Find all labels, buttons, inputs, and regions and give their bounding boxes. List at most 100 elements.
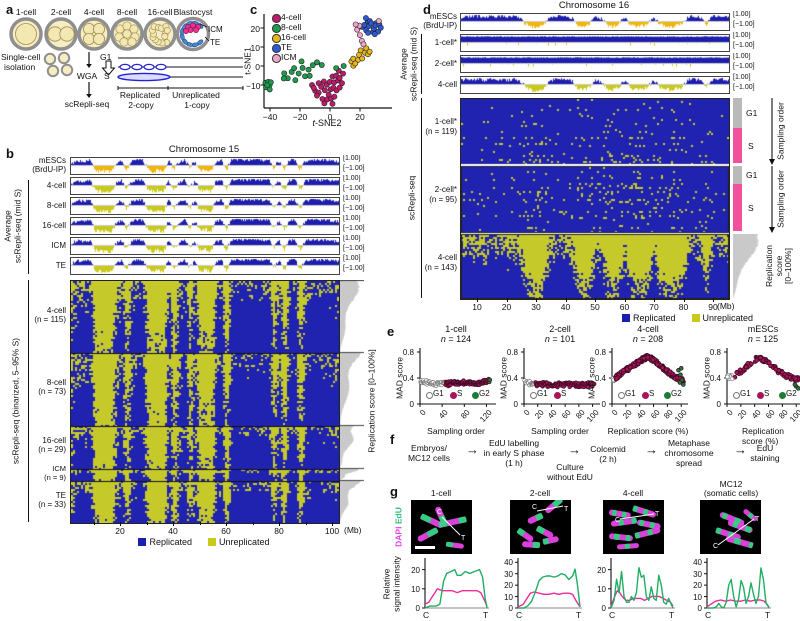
mad-point-G1	[729, 376, 735, 382]
mad-xlabel: Replication score (%)	[741, 426, 785, 446]
mad-title-mESCs: mESCs	[747, 324, 779, 334]
heat-row-n-d: (n = 95)	[429, 195, 457, 204]
g-col-title: 4-cell	[622, 488, 644, 498]
tsne-x-tick: 0	[327, 112, 333, 122]
scale-bar	[415, 546, 435, 549]
x-tick-label-d: 50	[590, 302, 600, 312]
x-tick-d	[506, 298, 508, 302]
replicated-swatch	[138, 538, 147, 546]
track-box-d-mESCs	[460, 13, 730, 31]
g-col-title: 1-cell	[430, 488, 452, 498]
sampling-order-label: Sampling order	[775, 101, 786, 160]
heat-row-name-b: TE	[55, 491, 66, 500]
mad-y-tick: 0.4	[594, 374, 606, 383]
sampling-order-label: Sampling order	[775, 169, 786, 228]
mad-point-S	[793, 376, 798, 381]
mad-y-tick: 0.8	[594, 348, 606, 357]
telomere-label: T	[655, 511, 660, 518]
stage-label-4-cell: 4-cell	[83, 7, 105, 17]
scale-lo-b-mESCs: [−1.00]	[343, 165, 365, 172]
scale-hi-d-4-cell: [1.00]	[733, 74, 751, 81]
flow-step-3: spread	[676, 458, 702, 468]
mad-point-G2	[792, 382, 798, 387]
mad-legend-dot-G2	[664, 392, 671, 399]
stage-label-2-cell: 2-cell	[50, 7, 72, 17]
scale-hi-b-TE: [1.00]	[343, 255, 361, 262]
centromere-label: C	[437, 509, 442, 516]
tsne-point-ICM	[352, 21, 359, 28]
panel-e-letter: e	[387, 324, 395, 339]
unreplicated-swatch	[208, 538, 216, 546]
unreplicated-swatch-d	[691, 314, 700, 322]
tsne-point-4-cell	[340, 70, 346, 77]
tsne-point-8-cell	[281, 70, 288, 77]
mad-point-S	[664, 367, 669, 373]
heatmap-legend-d: Replicated Unreplicated	[575, 313, 800, 323]
mad-x-tick: 120	[478, 408, 495, 424]
x-tick-b	[332, 522, 333, 526]
mad-point-S	[585, 384, 591, 390]
track-label-b-ICM: ICM	[51, 241, 66, 250]
mad-n-1-cell: n = 124	[440, 334, 472, 344]
heat-row-name-b: ICM	[52, 464, 66, 473]
track-label-d-2-cell*: 2-cell*	[434, 59, 457, 68]
mad-legend-label-G2: G2	[786, 389, 797, 398]
dapi-trace	[610, 566, 674, 609]
tsne-point-8-cell	[295, 70, 302, 77]
g1-bar-label: G1	[746, 108, 758, 118]
dapi-trace	[518, 568, 581, 609]
tsne-point-16-cell	[366, 48, 373, 55]
x-tick-label-d: 10	[472, 302, 482, 312]
mb-unit-b: (Mb)	[344, 525, 362, 535]
heat-row-n-b: (n = 33)	[38, 500, 66, 509]
mad-point-S	[780, 369, 785, 375]
x-tick-b	[120, 522, 121, 526]
mad-x-tick: 100	[584, 408, 601, 424]
metaphase-image-MC12: CT	[700, 500, 761, 554]
mad-point-S	[760, 358, 766, 363]
g-y-tick: 20	[693, 581, 702, 591]
mad-point-S	[773, 367, 779, 372]
g-y-tick: 40	[504, 558, 513, 568]
intensity-profile-4-cell	[608, 558, 675, 609]
intensity-profile-1-cell	[422, 558, 489, 609]
mad-legend-label-S: S	[561, 389, 567, 398]
unreplicated-legend-label: Unreplicated	[219, 537, 270, 547]
replicated-legend-label-d: Replicated	[632, 313, 676, 323]
mad-legend-dot-G1	[426, 392, 433, 399]
g-y-tick: 20	[597, 565, 606, 575]
mad-legend-label-G1: G1	[537, 389, 548, 398]
x-tick-b	[93, 522, 95, 525]
mad-legend-dot-G2	[779, 392, 786, 399]
track-box-b-ICM	[70, 237, 340, 255]
track-box-b-8-cell	[70, 197, 340, 215]
scale-hi-b-8-cell: [1.00]	[343, 195, 361, 202]
centromere-label: C	[713, 543, 718, 550]
metaphase-image-4-cell: CT	[603, 500, 664, 554]
mad-n-4-cell: n = 208	[632, 334, 664, 344]
replication-score-density-d	[733, 234, 765, 298]
scale-lo-d-1-cell*: [−1.00]	[733, 42, 755, 49]
avg-bracket-b	[28, 180, 29, 274]
mad-legend-dot-S	[642, 392, 649, 399]
legend-dot-ICM	[272, 54, 281, 63]
x-tick-b	[305, 522, 307, 525]
dapi-trace	[706, 599, 770, 608]
replication-score-label-b: Replication score [0–100%]	[366, 349, 377, 453]
mad-title-2-cell: 2-cell	[549, 324, 571, 334]
mad-x-tick: 100	[673, 408, 689, 424]
x-tick-label-d: 20	[501, 302, 512, 312]
legend-dot-16-cell	[272, 34, 281, 43]
mad-point-S	[667, 369, 673, 374]
edu-label: EdU	[393, 507, 404, 525]
mad-point-G2	[796, 386, 800, 391]
scale-hi-b-ICM: [1.00]	[343, 235, 361, 242]
avg-bracket-d	[421, 34, 422, 94]
mad-legend-dot-G2	[472, 392, 479, 399]
x-tick-d	[565, 298, 567, 302]
track-label-d-mESCs: (BrdU-IP)	[423, 21, 457, 30]
flow-step-3: Metaphase	[667, 438, 711, 448]
scale-hi-b-16-cell: [1.00]	[343, 215, 361, 222]
mad-legend-dot-S	[554, 392, 561, 399]
